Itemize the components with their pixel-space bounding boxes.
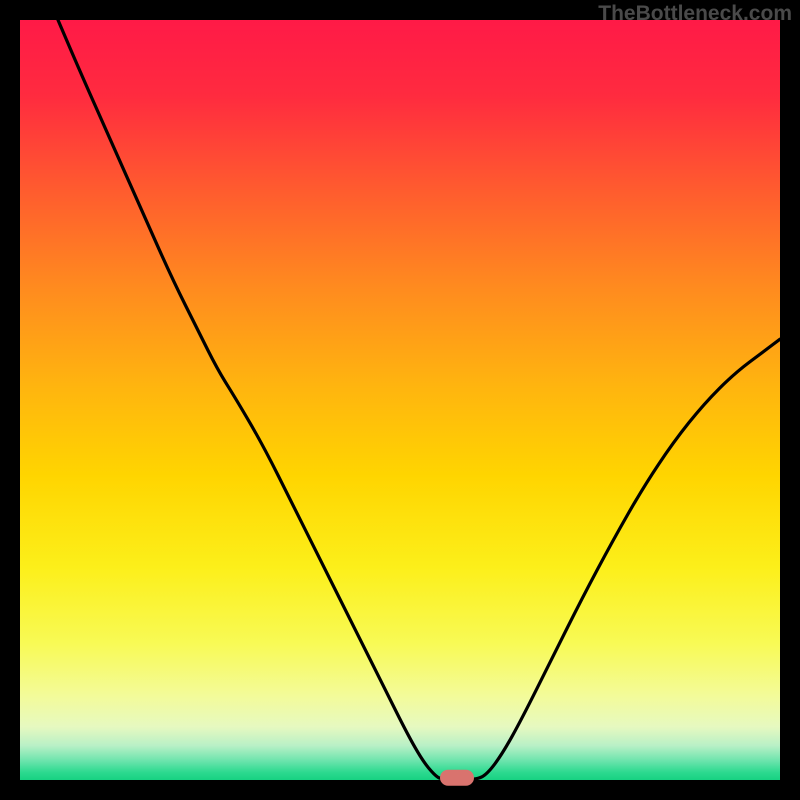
chart-container: TheBottleneck.com xyxy=(0,0,800,800)
watermark-text: TheBottleneck.com xyxy=(598,2,792,26)
bottleneck-chart xyxy=(0,0,800,800)
optimal-marker xyxy=(440,770,474,786)
plot-background xyxy=(20,20,780,780)
